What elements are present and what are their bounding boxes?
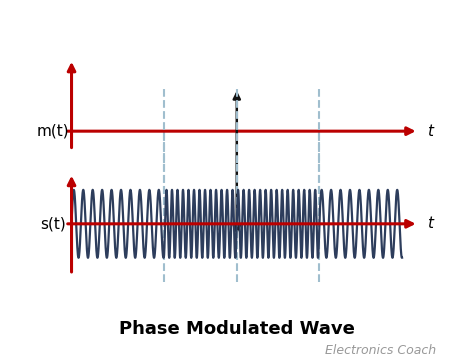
Text: m(t): m(t) [37, 124, 70, 139]
Text: Phase Modulated Wave: Phase Modulated Wave [119, 319, 355, 338]
Text: s(t): s(t) [40, 216, 66, 231]
Text: t: t [427, 124, 433, 139]
Text: t: t [427, 216, 433, 231]
Text: Electronics Coach: Electronics Coach [325, 344, 436, 357]
